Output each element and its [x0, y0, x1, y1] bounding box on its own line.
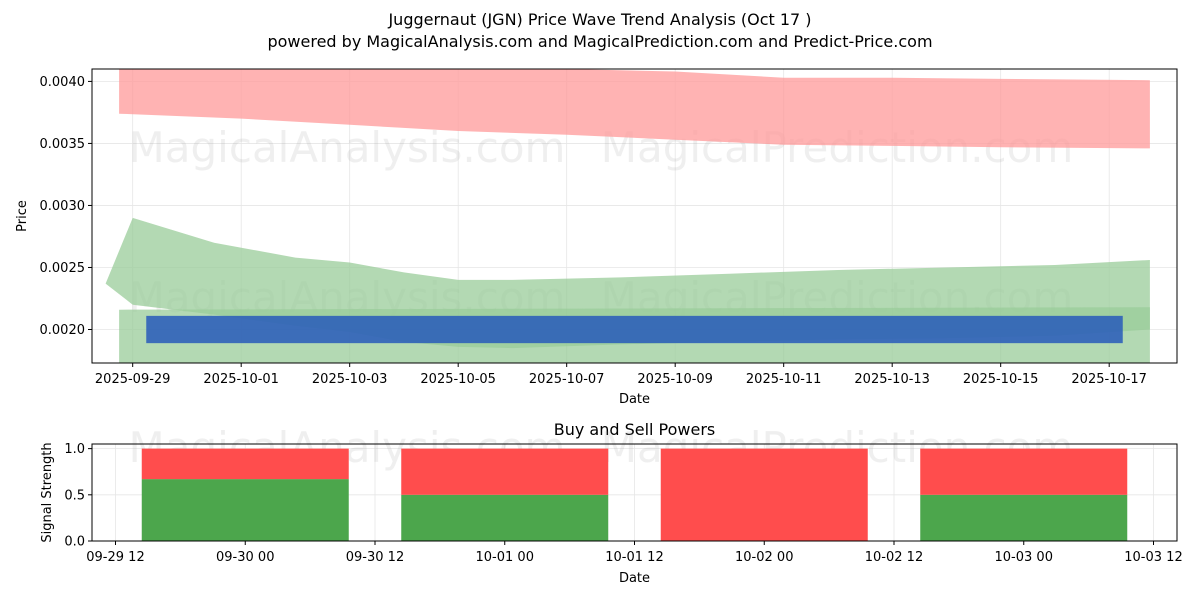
y-tick-label: 0.0040 — [40, 75, 86, 90]
chart-subtitle: powered by MagicalAnalysis.com and Magic… — [267, 32, 933, 51]
x-tick-label: 2025-10-01 — [203, 372, 279, 387]
x-tick-label: 09-29 12 — [86, 550, 144, 565]
x-tick-label: 10-01 00 — [476, 550, 534, 565]
sell-power-bar — [141, 448, 349, 480]
y-tick-label: 0.0025 — [40, 261, 86, 276]
top-plot-area — [105, 69, 1150, 363]
x-axis-label: Date — [619, 392, 650, 407]
x-tick-label: 10-01 12 — [605, 550, 663, 565]
sell-power-bar — [660, 448, 868, 541]
chart-title: Juggernaut (JGN) Price Wave Trend Analys… — [388, 10, 812, 29]
y-axis-label: Price — [15, 200, 30, 232]
x-tick-label: 2025-10-11 — [746, 372, 822, 387]
x-tick-label: 10-02 00 — [735, 550, 793, 565]
x-tick-label: 2025-10-17 — [1071, 372, 1147, 387]
y-tick-label: 0.0 — [64, 535, 85, 550]
x-tick-label: 2025-10-09 — [637, 372, 713, 387]
buy-power-bar — [141, 479, 349, 541]
top-plot-frame — [91, 68, 1178, 364]
signal-bar — [146, 315, 1123, 344]
bottom-chart-title: Buy and Sell Powers — [554, 420, 716, 439]
x-tick-label: 09-30 12 — [346, 550, 404, 565]
x-tick-label: 2025-10-05 — [420, 372, 496, 387]
y-tick-label: 0.0035 — [40, 137, 86, 152]
y-tick-label: 0.0030 — [40, 199, 86, 214]
x-tick-label: 2025-09-29 — [95, 372, 171, 387]
sell-power-bar — [920, 448, 1128, 495]
y-axis-label: Signal Strength — [40, 442, 55, 542]
x-tick-label: 2025-10-13 — [854, 372, 930, 387]
x-tick-label: 2025-10-15 — [963, 372, 1039, 387]
x-tick-label: 10-03 12 — [1124, 550, 1182, 565]
y-tick-label: 1.0 — [64, 442, 85, 457]
upper-price-band — [119, 69, 1150, 149]
x-tick-label: 2025-10-07 — [529, 372, 605, 387]
buy-power-bar — [401, 494, 609, 541]
sell-power-bar — [401, 448, 609, 495]
x-tick-label: 10-02 12 — [865, 550, 923, 565]
x-tick-label: 10-03 00 — [995, 550, 1053, 565]
y-tick-label: 0.5 — [64, 488, 85, 503]
x-tick-label: 2025-10-03 — [312, 372, 388, 387]
x-tick-label: 09-30 00 — [216, 550, 274, 565]
x-axis-label: Date — [619, 571, 650, 586]
y-tick-label: 0.0020 — [40, 323, 86, 338]
buy-power-bar — [920, 494, 1128, 541]
